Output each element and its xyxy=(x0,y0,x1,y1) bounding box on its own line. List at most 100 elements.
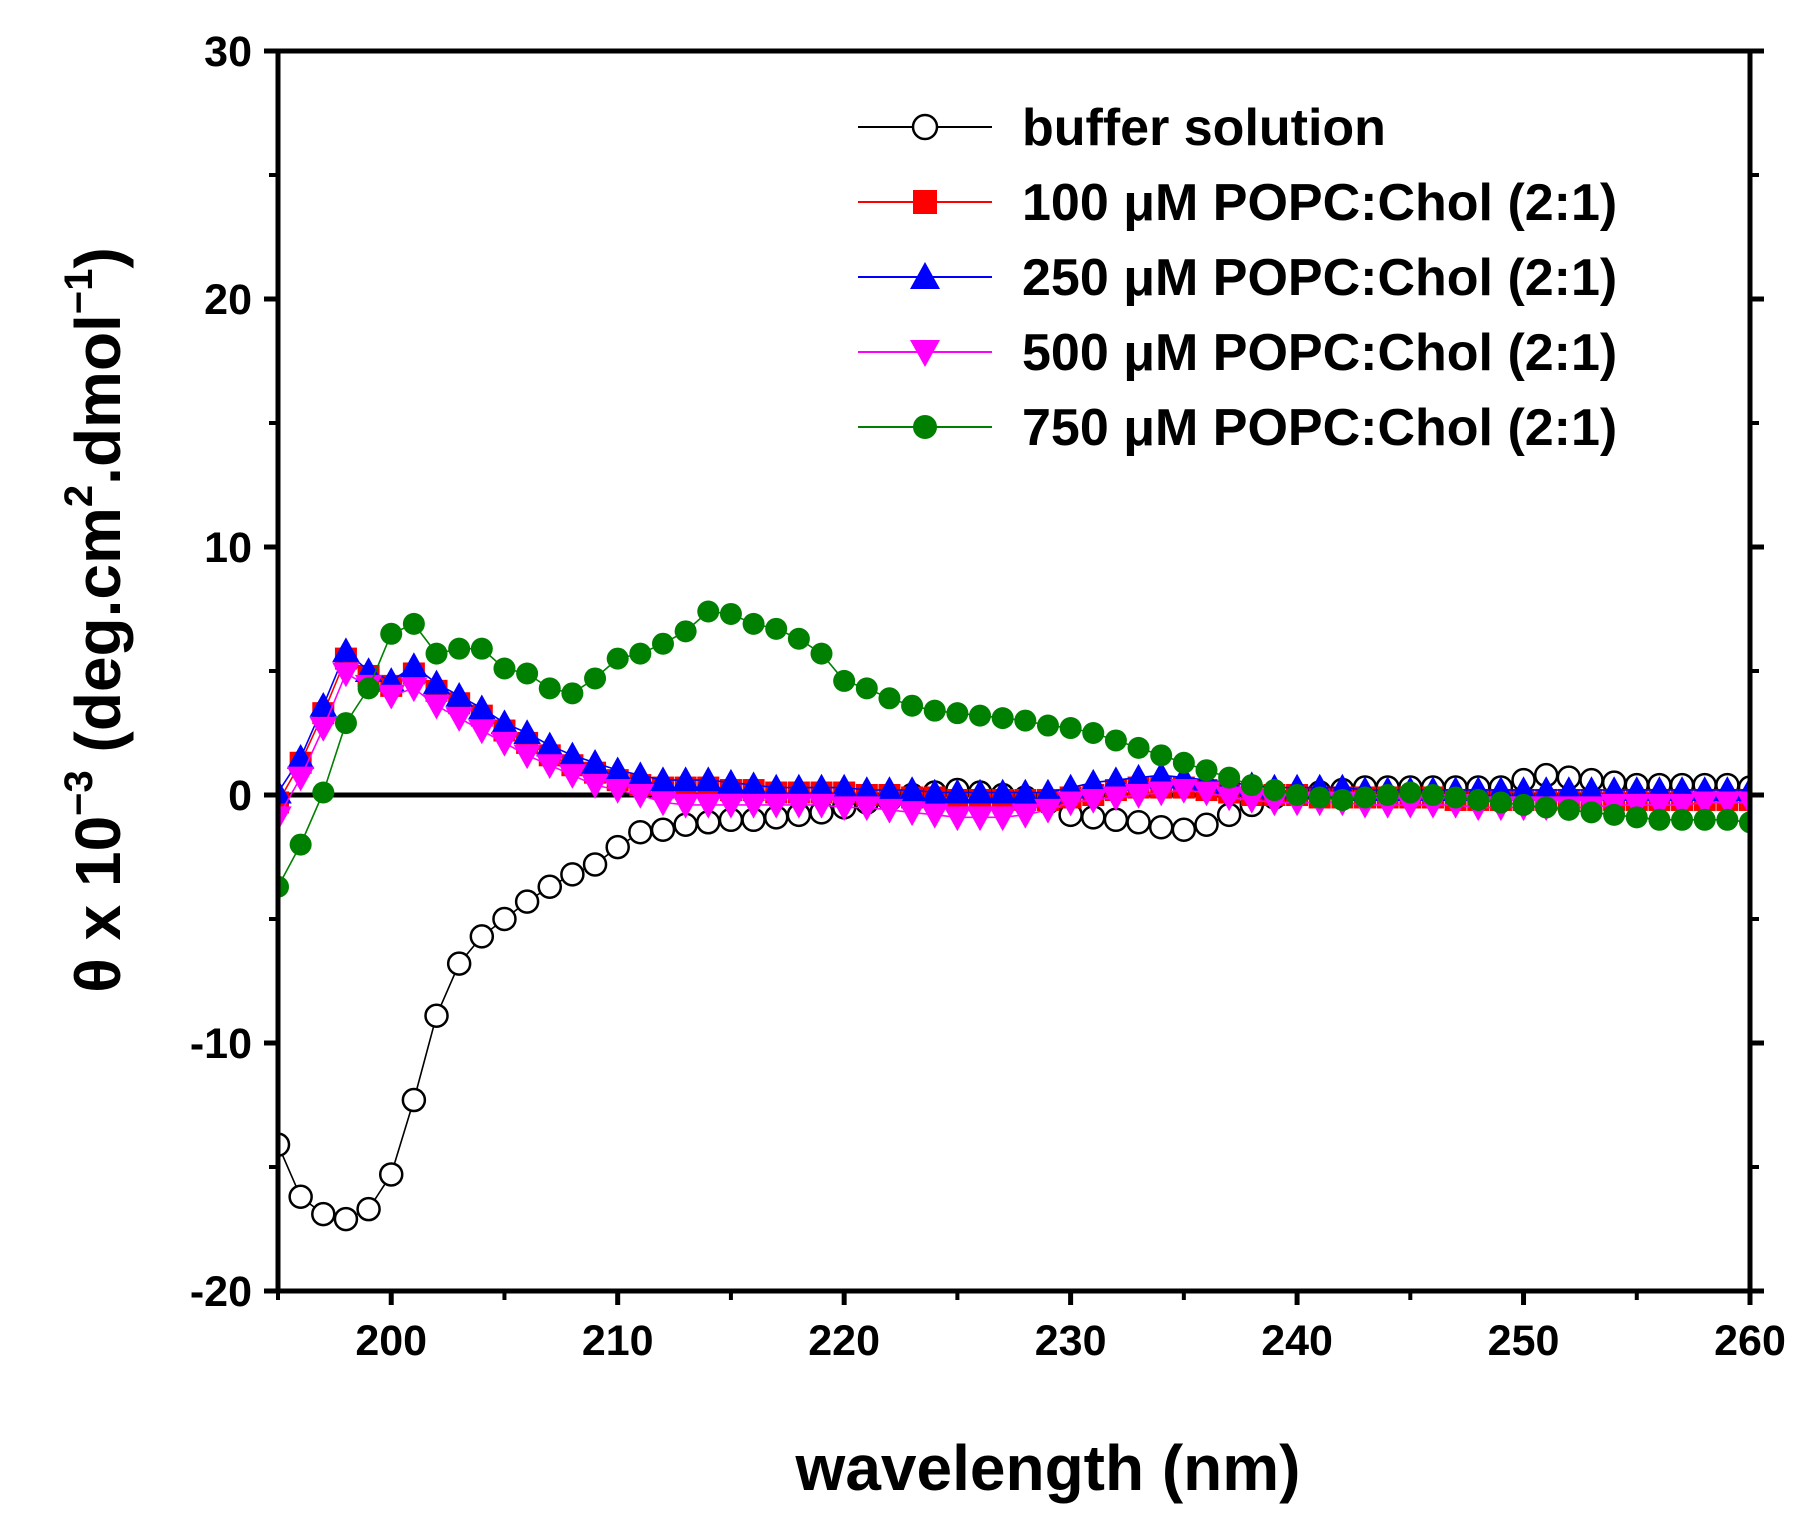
data-point xyxy=(943,806,972,832)
data-point xyxy=(402,612,425,635)
data-point xyxy=(674,620,697,643)
y-axis-title-sup3: −1 xyxy=(57,269,101,315)
data-point xyxy=(650,817,676,842)
data-point xyxy=(1034,778,1062,804)
y-axis-title-after: .dmol xyxy=(62,314,134,485)
data-point xyxy=(923,699,946,722)
data-point xyxy=(1170,779,1198,804)
data-point xyxy=(1739,811,1750,834)
data-point xyxy=(671,793,700,819)
data-point xyxy=(1376,784,1399,806)
data-point xyxy=(516,662,539,685)
data-point xyxy=(694,793,723,819)
data-point xyxy=(1240,774,1263,797)
data-point xyxy=(649,791,677,817)
y-axis-title-prefix: θ x 10 xyxy=(62,816,134,993)
data-point xyxy=(626,761,655,787)
data-point xyxy=(966,806,994,832)
data-point xyxy=(401,1087,427,1113)
data-point xyxy=(717,793,745,819)
data-point xyxy=(878,687,901,710)
data-point xyxy=(309,717,338,742)
data-point xyxy=(536,731,564,757)
y-axis-title: θ x 10−3 (deg.cm2.dmol−1) xyxy=(57,247,134,993)
data-point xyxy=(898,776,926,802)
x-tick-label: 260 xyxy=(1714,1317,1786,1365)
data-point xyxy=(490,709,519,735)
data-point xyxy=(493,657,516,680)
data-point xyxy=(605,834,630,860)
data-point xyxy=(1079,788,1108,814)
data-point xyxy=(739,793,768,819)
legend-item: 100 μM POPC:Chol (2:1) xyxy=(858,174,1617,232)
data-point xyxy=(762,793,790,819)
x-tick-label: 250 xyxy=(1488,1317,1560,1365)
data-point xyxy=(424,1003,449,1028)
data-point xyxy=(1489,791,1512,814)
legend-label: 250 μM POPC:Chol (2:1) xyxy=(1022,249,1617,307)
data-point xyxy=(490,731,519,757)
data-point xyxy=(1034,798,1062,824)
data-point xyxy=(560,862,585,887)
data-point xyxy=(1263,779,1286,802)
legend-item: 250 μM POPC:Chol (2:1) xyxy=(858,249,1617,307)
data-point xyxy=(765,617,788,640)
data-point xyxy=(830,773,858,799)
data-point xyxy=(1172,751,1195,774)
data-point xyxy=(377,684,405,710)
data-point xyxy=(1127,736,1150,759)
legend-label: buffer solution xyxy=(1022,99,1386,157)
data-point xyxy=(1354,786,1377,809)
data-point xyxy=(357,677,380,700)
data-point xyxy=(1535,796,1558,819)
data-point xyxy=(1286,784,1309,806)
data-point xyxy=(898,801,926,827)
data-point xyxy=(445,707,473,732)
data-point xyxy=(286,766,315,792)
data-point xyxy=(1195,759,1218,782)
data-point xyxy=(288,1184,313,1210)
data-point xyxy=(1577,776,1606,802)
x-tick-label: 230 xyxy=(1035,1317,1107,1365)
data-point xyxy=(312,781,335,804)
data-point xyxy=(1218,766,1241,789)
data-point xyxy=(470,637,493,660)
data-point xyxy=(1532,776,1560,802)
data-point xyxy=(920,778,949,804)
data-point xyxy=(1192,781,1221,807)
data-point xyxy=(380,622,403,645)
legend-marker xyxy=(910,340,940,367)
data-point xyxy=(278,806,292,832)
data-point xyxy=(1444,786,1467,809)
data-point xyxy=(561,682,584,705)
data-point xyxy=(807,793,836,819)
x-tick-label: 200 xyxy=(355,1317,427,1365)
data-point xyxy=(1104,729,1127,752)
data-point xyxy=(1103,807,1129,833)
data-point xyxy=(446,951,472,976)
series-layer xyxy=(278,600,1750,1232)
data-point xyxy=(1059,717,1082,740)
x-tick-label: 210 xyxy=(582,1317,654,1365)
legend-marker xyxy=(913,415,937,439)
data-point xyxy=(1623,793,1651,819)
data-point xyxy=(785,793,813,819)
legend: buffer solution 100 μM POPC:Chol (2:1) 250… xyxy=(858,99,1617,457)
data-point xyxy=(671,766,700,792)
data-point xyxy=(991,707,1014,730)
data-point xyxy=(1603,803,1626,826)
legend-marker xyxy=(911,113,939,141)
y-tick-label: -10 xyxy=(190,1020,252,1068)
data-point xyxy=(920,803,949,829)
data-point xyxy=(1625,806,1648,829)
data-point xyxy=(468,719,496,745)
data-point xyxy=(697,600,720,623)
data-point xyxy=(278,1132,291,1157)
data-point xyxy=(739,771,768,797)
data-point xyxy=(694,766,723,792)
data-point xyxy=(742,612,765,635)
x-axis-title: wavelength (nm) xyxy=(795,1432,1301,1504)
data-point xyxy=(943,778,972,804)
y-tick-label: 20 xyxy=(204,276,252,324)
data-point xyxy=(1147,781,1175,807)
